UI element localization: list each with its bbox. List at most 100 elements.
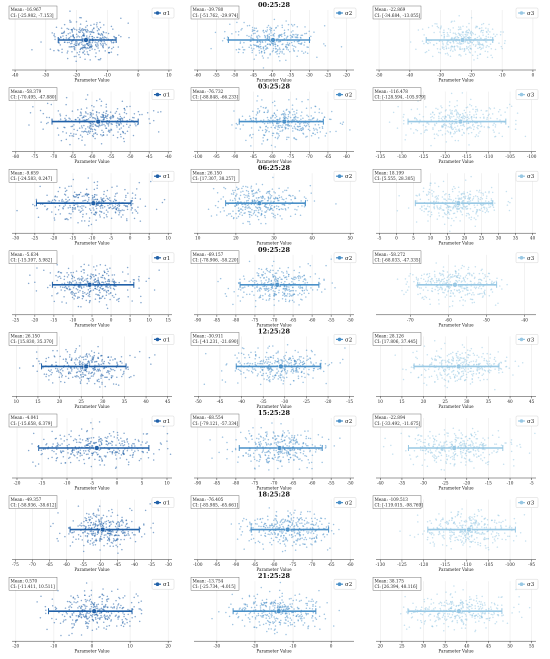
legend-box (333, 170, 357, 182)
scatter-point (54, 206, 57, 208)
scatter-point (73, 133, 75, 135)
scatter-point (474, 51, 477, 53)
scatter-point (58, 37, 61, 40)
scatter-point (441, 125, 443, 127)
scatter-point (69, 206, 71, 209)
scatter-point (135, 124, 137, 127)
scatter-point (224, 381, 227, 383)
scatter-point (439, 129, 442, 132)
scatter-point (481, 198, 484, 200)
scatter-point (251, 208, 253, 211)
scatter-point (119, 369, 122, 371)
scatter-point (280, 35, 283, 38)
scatter-point (102, 131, 105, 134)
scatter-point (248, 221, 251, 223)
scatter-point (447, 54, 449, 56)
scatter-point (274, 114, 277, 116)
scatter-point (50, 103, 53, 106)
scatter-point (437, 194, 440, 197)
scatter-point (476, 204, 479, 206)
scatter-point (396, 278, 399, 280)
scatter-point (250, 214, 253, 217)
legend-swatch-marker (155, 174, 160, 178)
scatter-point (35, 351, 38, 353)
scatter-point (242, 275, 245, 277)
scatter-point (77, 375, 79, 378)
scatter-point (104, 115, 107, 118)
scatter-point (265, 222, 267, 225)
scatter-point (97, 47, 99, 49)
scatter-point (280, 113, 283, 116)
scatter-point (277, 126, 279, 128)
scatter-point (278, 118, 280, 121)
legend-swatch-marker (337, 255, 342, 260)
scatter-point (270, 195, 273, 197)
scatter-point (262, 294, 264, 297)
scatter-point (93, 23, 95, 26)
scatter-point (298, 129, 301, 132)
scatter-point (222, 206, 224, 209)
scatter-point (478, 124, 480, 127)
scatter-point (299, 122, 301, 124)
scatter-point (88, 35, 91, 38)
scatter-point (321, 127, 324, 129)
scatter-point (296, 128, 299, 131)
scatter-point (303, 44, 305, 46)
scatter-point (317, 368, 319, 370)
scatter-point (74, 363, 77, 366)
scatter-point (101, 198, 104, 200)
x-tick-label: 5 (148, 236, 151, 241)
scatter-point (104, 114, 107, 117)
scatter-point (427, 279, 430, 282)
scatter-point (477, 124, 479, 127)
scatter-point (312, 369, 315, 372)
x-tick-label: 35 (513, 236, 519, 241)
scatter-point (46, 116, 48, 119)
scatter-point (65, 360, 67, 362)
scatter-point (444, 127, 447, 129)
scatter-point (97, 345, 99, 348)
scatter-point (479, 282, 482, 284)
scatter-point (210, 215, 213, 217)
scatter-point (470, 118, 473, 120)
scatter-point (56, 127, 59, 129)
scatter-point (107, 113, 109, 116)
scatter-point (467, 272, 469, 275)
scatter-point (492, 206, 495, 208)
scatter-point (423, 34, 425, 36)
scatter-point (500, 278, 503, 281)
scatter-point (250, 187, 252, 189)
scatter-point (294, 36, 296, 38)
scatter-point (310, 35, 312, 38)
scatter-point (504, 111, 506, 113)
scatter-point (495, 280, 498, 282)
scatter-point (109, 287, 112, 289)
scatter-point (92, 113, 94, 115)
scatter-point (86, 194, 88, 196)
scatter-point (284, 354, 286, 357)
scatter-point (233, 191, 235, 194)
scatter-point (91, 29, 94, 31)
scatter-point (129, 124, 131, 127)
x-tick-label: -20 (343, 73, 350, 78)
scatter-point (237, 368, 240, 371)
scatter-point (106, 307, 109, 310)
scatter-point (313, 31, 315, 33)
scatter-point (312, 132, 314, 135)
scatter-point (67, 274, 70, 276)
scatter-point (79, 371, 81, 373)
x-tick-label: -25 (325, 73, 332, 78)
scatter-point (486, 31, 488, 34)
scatter-point (267, 127, 269, 129)
scatter-point (248, 197, 250, 200)
scatter-point (255, 183, 258, 185)
scatter-point (341, 123, 344, 126)
scatter-point (455, 122, 457, 124)
scatter-point (86, 355, 88, 357)
scatter-point (245, 189, 248, 192)
scatter-point (426, 205, 429, 207)
stats-ci-text: CI: [-25.982, -7.153] (11, 13, 54, 18)
scatter-point (470, 30, 473, 33)
scatter-point (449, 117, 452, 120)
scatter-point (264, 361, 267, 363)
